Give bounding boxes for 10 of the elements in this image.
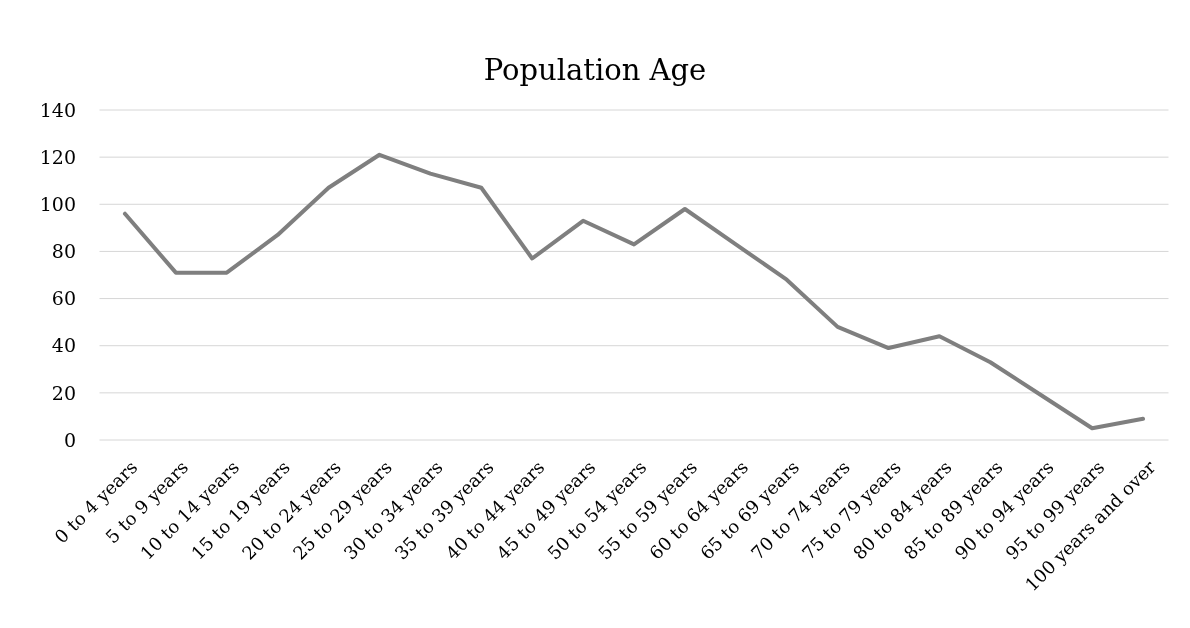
y-tick-label: 100 xyxy=(39,192,76,215)
y-tick-label: 40 xyxy=(51,334,76,357)
y-tick-label: 80 xyxy=(51,240,76,263)
y-tick-label: 0 xyxy=(63,428,76,451)
line-series xyxy=(122,152,1146,431)
y-tick-label: 120 xyxy=(39,145,76,168)
y-tick-label: 20 xyxy=(51,381,76,404)
y-tick-label: 60 xyxy=(51,287,76,310)
y-tick-label: 140 xyxy=(39,98,76,121)
chart-title: Population Age xyxy=(483,53,707,87)
